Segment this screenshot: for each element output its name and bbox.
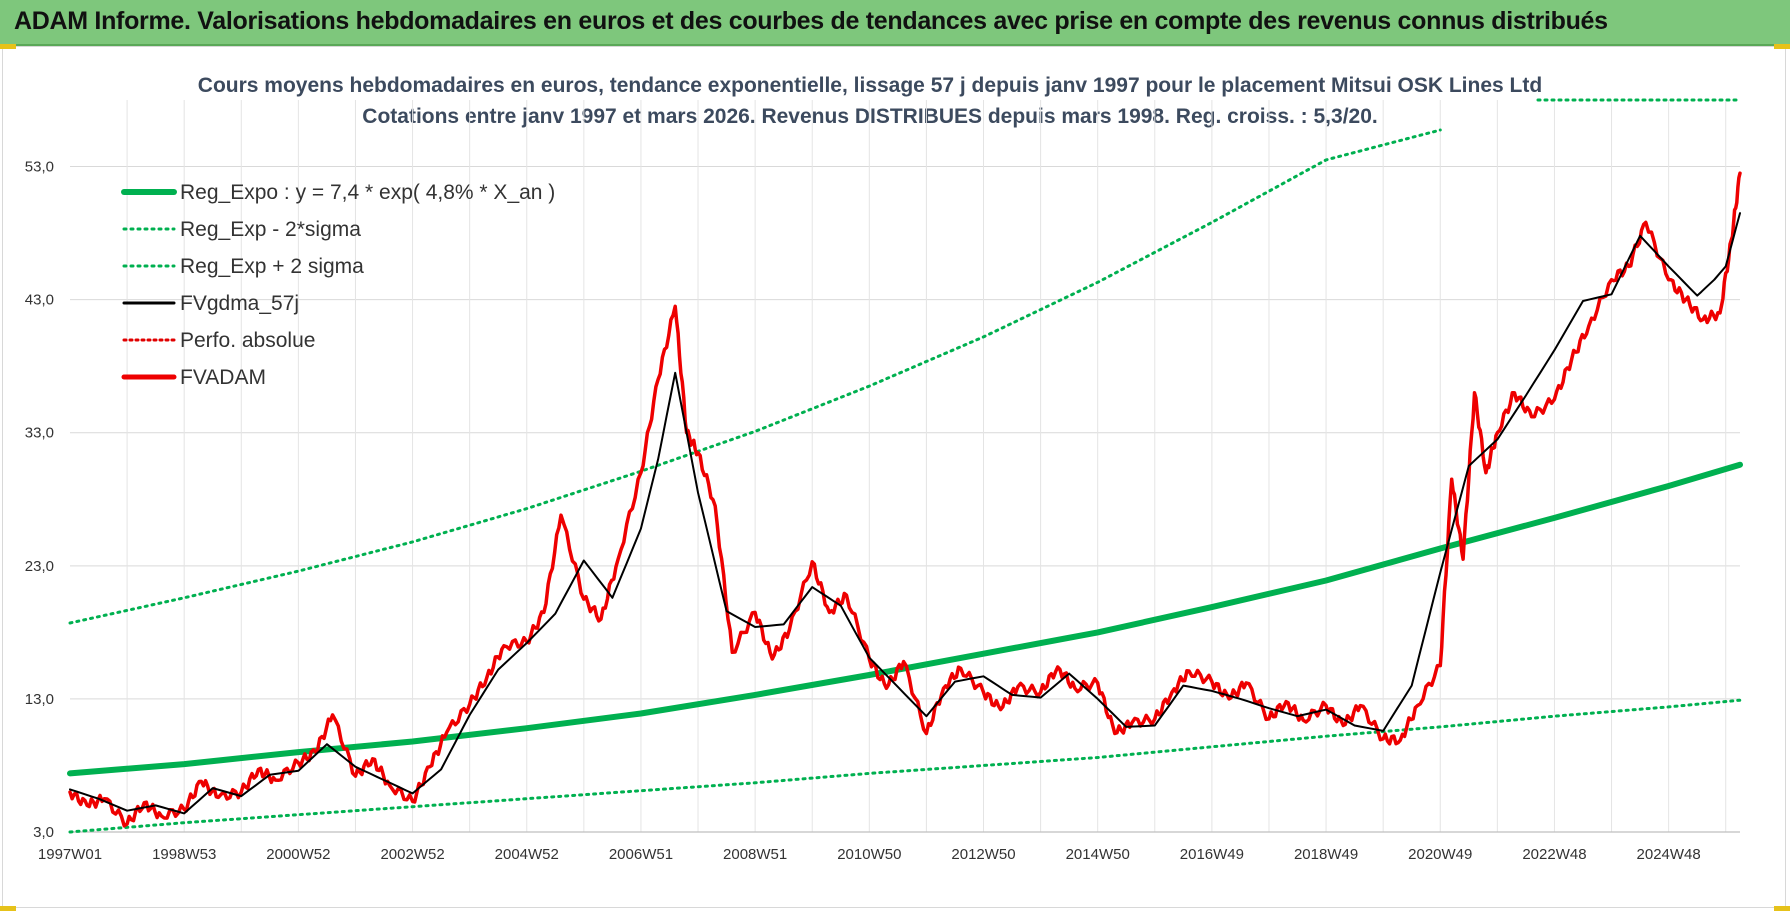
series-line — [67, 461, 1743, 777]
x-tick-label: 2024W48 — [1637, 846, 1701, 863]
x-tick-label: 2004W52 — [495, 846, 559, 863]
y-tick-label: 33,0 — [25, 425, 54, 442]
x-tick-label: 2002W52 — [380, 846, 444, 863]
corner-mark-bottom-left — [0, 906, 16, 911]
legend-label: Reg_Exp - 2*sigma — [180, 218, 361, 241]
x-tick-label: 2016W49 — [1180, 846, 1244, 863]
y-tick-label: 13,0 — [25, 691, 54, 708]
chart-subtitle: Cotations entre janv 1997 et mars 2026. … — [362, 105, 1378, 128]
x-tick-label: 1998W53 — [152, 846, 216, 863]
legend-label: Reg_Exp + 2 sigma — [180, 255, 364, 278]
y-axis-ticks: 3,0 13,0 23,0 33,0 43,0 53,0 — [25, 159, 54, 841]
x-tick-label: 2018W49 — [1294, 846, 1358, 863]
legend-label: FVgdma_57j — [180, 292, 299, 315]
report-title: ADAM Informe. Valorisations hebdomadaire… — [14, 7, 1608, 35]
x-tick-label: 1997W01 — [38, 846, 102, 863]
x-tick-label: 2010W50 — [837, 846, 901, 863]
corner-mark-top-right — [1774, 44, 1790, 49]
chart-title: Cours moyens hebdomadaires en euros, ten… — [197, 74, 1543, 97]
y-tick-label: 43,0 — [25, 292, 54, 309]
y-tick-label: 23,0 — [25, 558, 54, 575]
x-tick-label: 2020W49 — [1408, 846, 1472, 863]
series-line — [68, 128, 1442, 625]
series-lines — [67, 98, 1743, 834]
legend-label: Reg_Expo : y = 7,4 * exp( 4,8% * X_an ) — [180, 181, 555, 204]
x-tick-label: 2000W52 — [266, 846, 330, 863]
legend-label: FVADAM — [180, 366, 266, 389]
x-tick-label: 2008W51 — [723, 846, 787, 863]
x-axis-ticks: 1997W01 1998W53 2000W52 2002W52 2004W52 2006W… — [38, 846, 1701, 863]
legend-label: Perfo. absolue — [180, 329, 315, 352]
y-tick-label: 53,0 — [25, 159, 54, 176]
corner-mark-bottom-right — [1774, 906, 1790, 911]
legend: Reg_Expo : y = 7,4 * exp( 4,8% * X_an ) R… — [121, 181, 555, 389]
series-line — [68, 698, 1742, 834]
corner-mark-top-left — [0, 44, 16, 49]
x-tick-label: 2012W50 — [951, 846, 1015, 863]
report-banner: ADAM Informe. Valorisations hebdomadaire… — [0, 0, 1790, 46]
x-tick-label: 2006W51 — [609, 846, 673, 863]
x-tick-label: 2014W50 — [1066, 846, 1130, 863]
y-tick-label: 3,0 — [33, 824, 54, 841]
series-line — [69, 212, 1741, 815]
chart-frame — [2, 46, 1786, 908]
series-line — [68, 171, 1742, 828]
x-tick-label: 2022W48 — [1522, 846, 1586, 863]
